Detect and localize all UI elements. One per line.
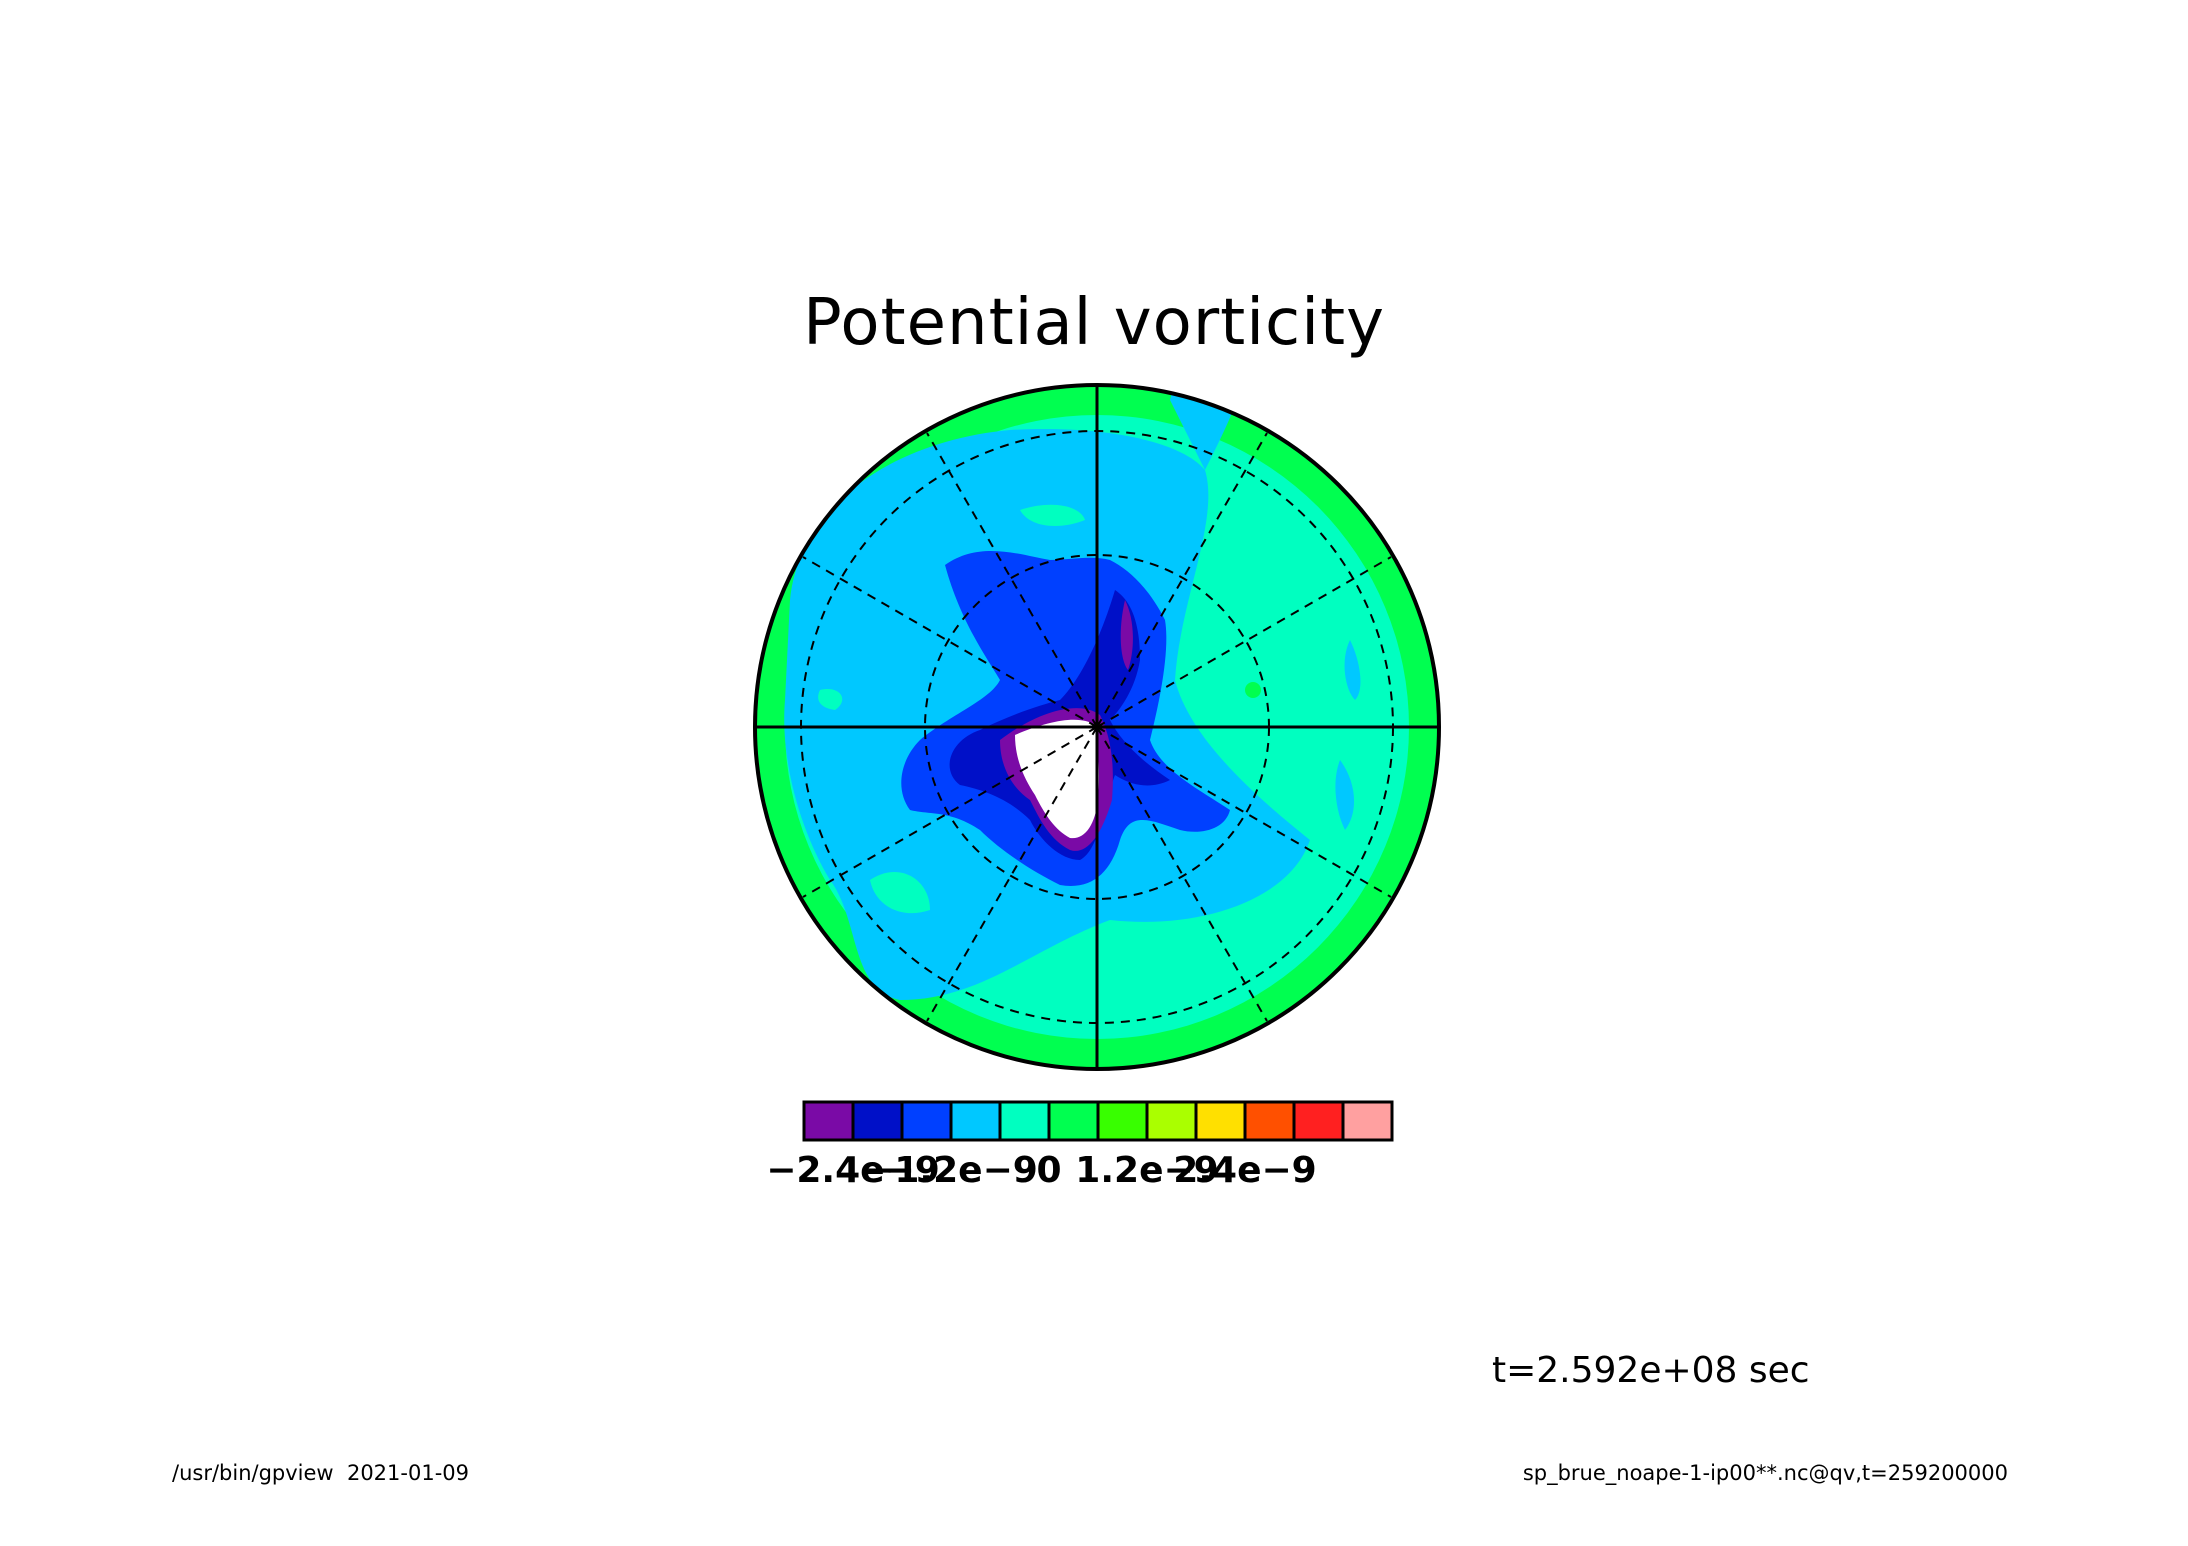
colorbar-cell (851, 1100, 904, 1142)
colorbar-cell (1194, 1100, 1247, 1142)
colorbar-cell (1047, 1100, 1100, 1142)
colorbar-cell (949, 1100, 1002, 1142)
colorbar-cell (1341, 1100, 1394, 1142)
time-label: t=2.592e+08 sec (1492, 1350, 1810, 1391)
colorbar-tick-label: 0 (1036, 1150, 1062, 1191)
colorbar-tick-label: 2.4e−9 (1173, 1150, 1317, 1191)
footer-right: sp_brue_noape-1-ip00**.nc@qv,t=259200000 (1522, 1461, 2008, 1485)
footer-left: /usr/bin/gpview 2021-01-09 (172, 1461, 469, 1485)
chart-title: Potential vorticity (803, 286, 1385, 360)
colorbar-cell (1096, 1100, 1149, 1142)
colorbar-cell (1243, 1100, 1296, 1142)
colorbar-tick-label: −2.4e−9 (766, 1150, 940, 1191)
colorbar-tick-label: 1.2e−9 (1075, 1150, 1219, 1191)
colorbar (802, 1100, 1394, 1142)
colorbar-tick-label: −1.2e−9 (864, 1150, 1038, 1191)
colorbar-cell (1292, 1100, 1345, 1142)
region-white (1015, 719, 1099, 839)
colorbar-cell (1145, 1100, 1198, 1142)
colorbar-cell (900, 1100, 953, 1142)
colorbar-cell (998, 1100, 1051, 1142)
disk-border (753, 383, 1441, 1071)
axes-cross (755, 385, 1439, 1069)
colorbar-cell (802, 1100, 855, 1142)
